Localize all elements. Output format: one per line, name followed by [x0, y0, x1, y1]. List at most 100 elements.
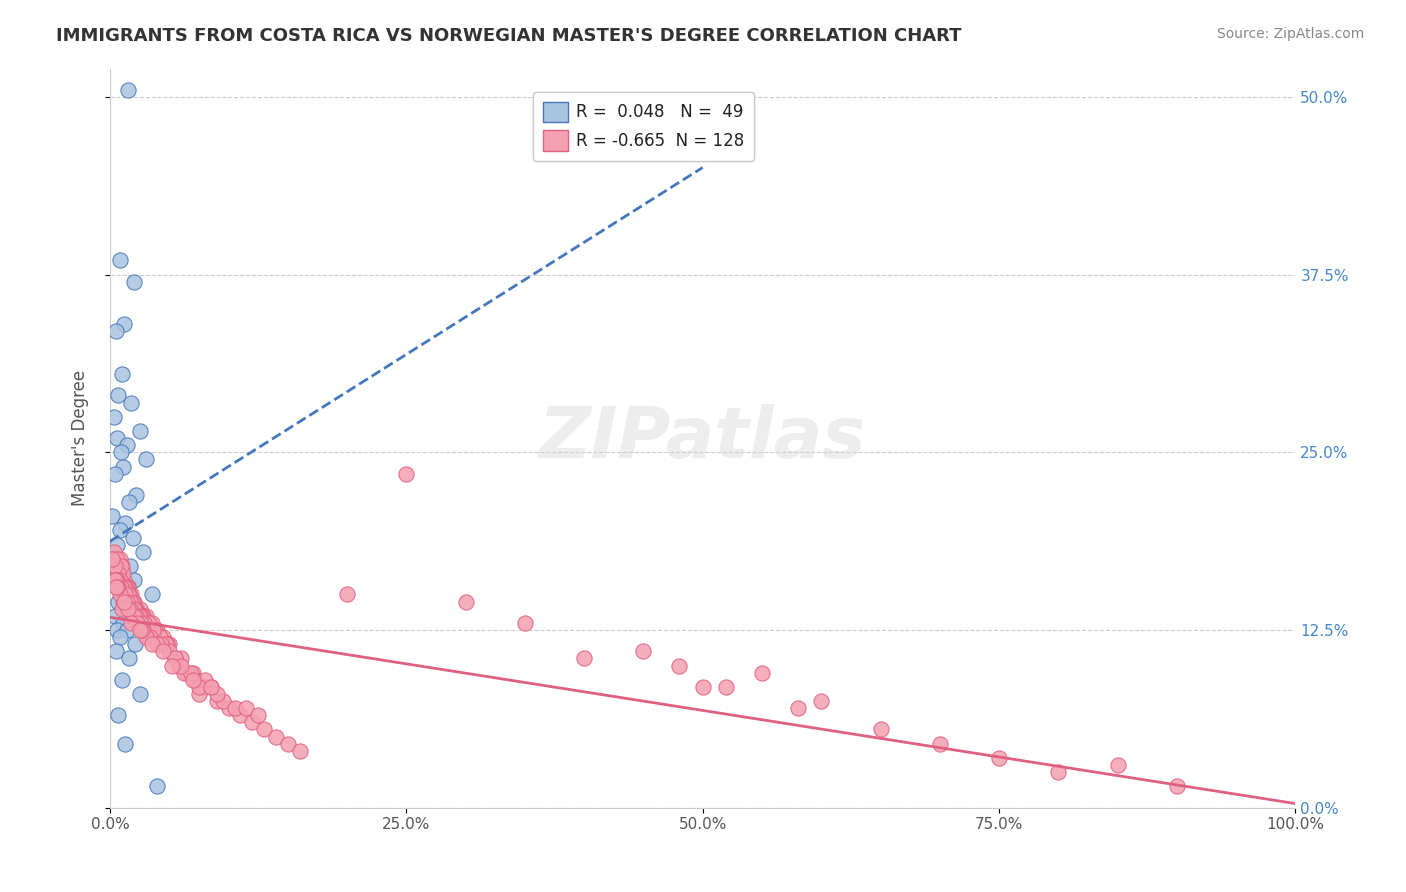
- Point: [115, 438, 138, 452]
- Point: [108, 552, 131, 566]
- Point: [136, 615, 159, 630]
- Point: [107, 708, 129, 723]
- Point: [105, 552, 128, 566]
- Point: [141, 637, 163, 651]
- Point: [157, 637, 180, 651]
- Point: [112, 573, 135, 587]
- Point: [107, 388, 129, 402]
- Point: [104, 608, 127, 623]
- Point: [105, 644, 128, 658]
- Point: [108, 253, 131, 268]
- Point: [105, 573, 128, 587]
- Point: [176, 665, 198, 680]
- Point: [1107, 758, 1129, 772]
- Point: [149, 630, 172, 644]
- Point: [125, 601, 148, 615]
- Point: [264, 730, 287, 744]
- Y-axis label: Master's Degree: Master's Degree: [72, 370, 89, 506]
- Point: [167, 658, 190, 673]
- Point: [107, 594, 129, 608]
- Point: [112, 594, 135, 608]
- Point: [633, 644, 655, 658]
- Text: Source: ZipAtlas.com: Source: ZipAtlas.com: [1216, 27, 1364, 41]
- Point: [157, 644, 180, 658]
- Point: [120, 587, 142, 601]
- Point: [104, 467, 127, 481]
- Point: [112, 594, 135, 608]
- Point: [155, 637, 177, 651]
- Point: [574, 651, 596, 665]
- Point: [120, 615, 142, 630]
- Point: [184, 673, 207, 687]
- Point: [111, 566, 134, 581]
- Point: [513, 615, 536, 630]
- Point: [810, 694, 832, 708]
- Point: [118, 587, 141, 601]
- Point: [107, 580, 129, 594]
- Text: IMMIGRANTS FROM COSTA RICA VS NORWEGIAN MASTER'S DEGREE CORRELATION CHART: IMMIGRANTS FROM COSTA RICA VS NORWEGIAN …: [56, 27, 962, 45]
- Point: [121, 531, 143, 545]
- Point: [117, 83, 139, 97]
- Point: [103, 409, 125, 424]
- Point: [156, 637, 179, 651]
- Point: [110, 580, 132, 594]
- Point: [114, 737, 136, 751]
- Point: [135, 630, 157, 644]
- Point: [105, 580, 128, 594]
- Point: [194, 673, 217, 687]
- Point: [115, 623, 138, 637]
- Point: [716, 680, 738, 694]
- Point: [128, 424, 150, 438]
- Point: [128, 623, 150, 637]
- Point: [101, 509, 124, 524]
- Point: [111, 580, 134, 594]
- Point: [110, 445, 132, 459]
- Point: [160, 658, 183, 673]
- Point: [668, 658, 690, 673]
- Point: [135, 630, 157, 644]
- Point: [141, 615, 163, 630]
- Point: [104, 573, 127, 587]
- Point: [105, 431, 128, 445]
- Point: [134, 615, 156, 630]
- Point: [395, 467, 418, 481]
- Point: [143, 623, 166, 637]
- Point: [111, 673, 134, 687]
- Point: [124, 637, 146, 651]
- Point: [112, 580, 135, 594]
- Point: [142, 623, 165, 637]
- Point: [127, 615, 149, 630]
- Point: [165, 651, 187, 665]
- Point: [111, 559, 134, 574]
- Point: [125, 608, 148, 623]
- Point: [105, 580, 128, 594]
- Point: [988, 751, 1011, 765]
- Point: [105, 552, 128, 566]
- Point: [200, 680, 222, 694]
- Point: [132, 608, 155, 623]
- Point: [188, 687, 211, 701]
- Text: ZIPatlas: ZIPatlas: [538, 403, 866, 473]
- Point: [211, 694, 233, 708]
- Point: [105, 573, 128, 587]
- Point: [120, 594, 142, 608]
- Point: [928, 737, 950, 751]
- Point: [152, 644, 174, 658]
- Point: [152, 630, 174, 644]
- Point: [117, 580, 139, 594]
- Point: [1166, 780, 1188, 794]
- Point: [118, 651, 141, 665]
- Point: [110, 559, 132, 574]
- Point: [112, 318, 135, 332]
- Point: [135, 608, 157, 623]
- Point: [104, 559, 127, 574]
- Point: [107, 566, 129, 581]
- Point: [205, 687, 228, 701]
- Point: [122, 608, 145, 623]
- Point: [454, 594, 477, 608]
- Point: [122, 573, 145, 587]
- Point: [108, 573, 131, 587]
- Point: [122, 594, 145, 608]
- Point: [180, 665, 202, 680]
- Point: [120, 395, 142, 409]
